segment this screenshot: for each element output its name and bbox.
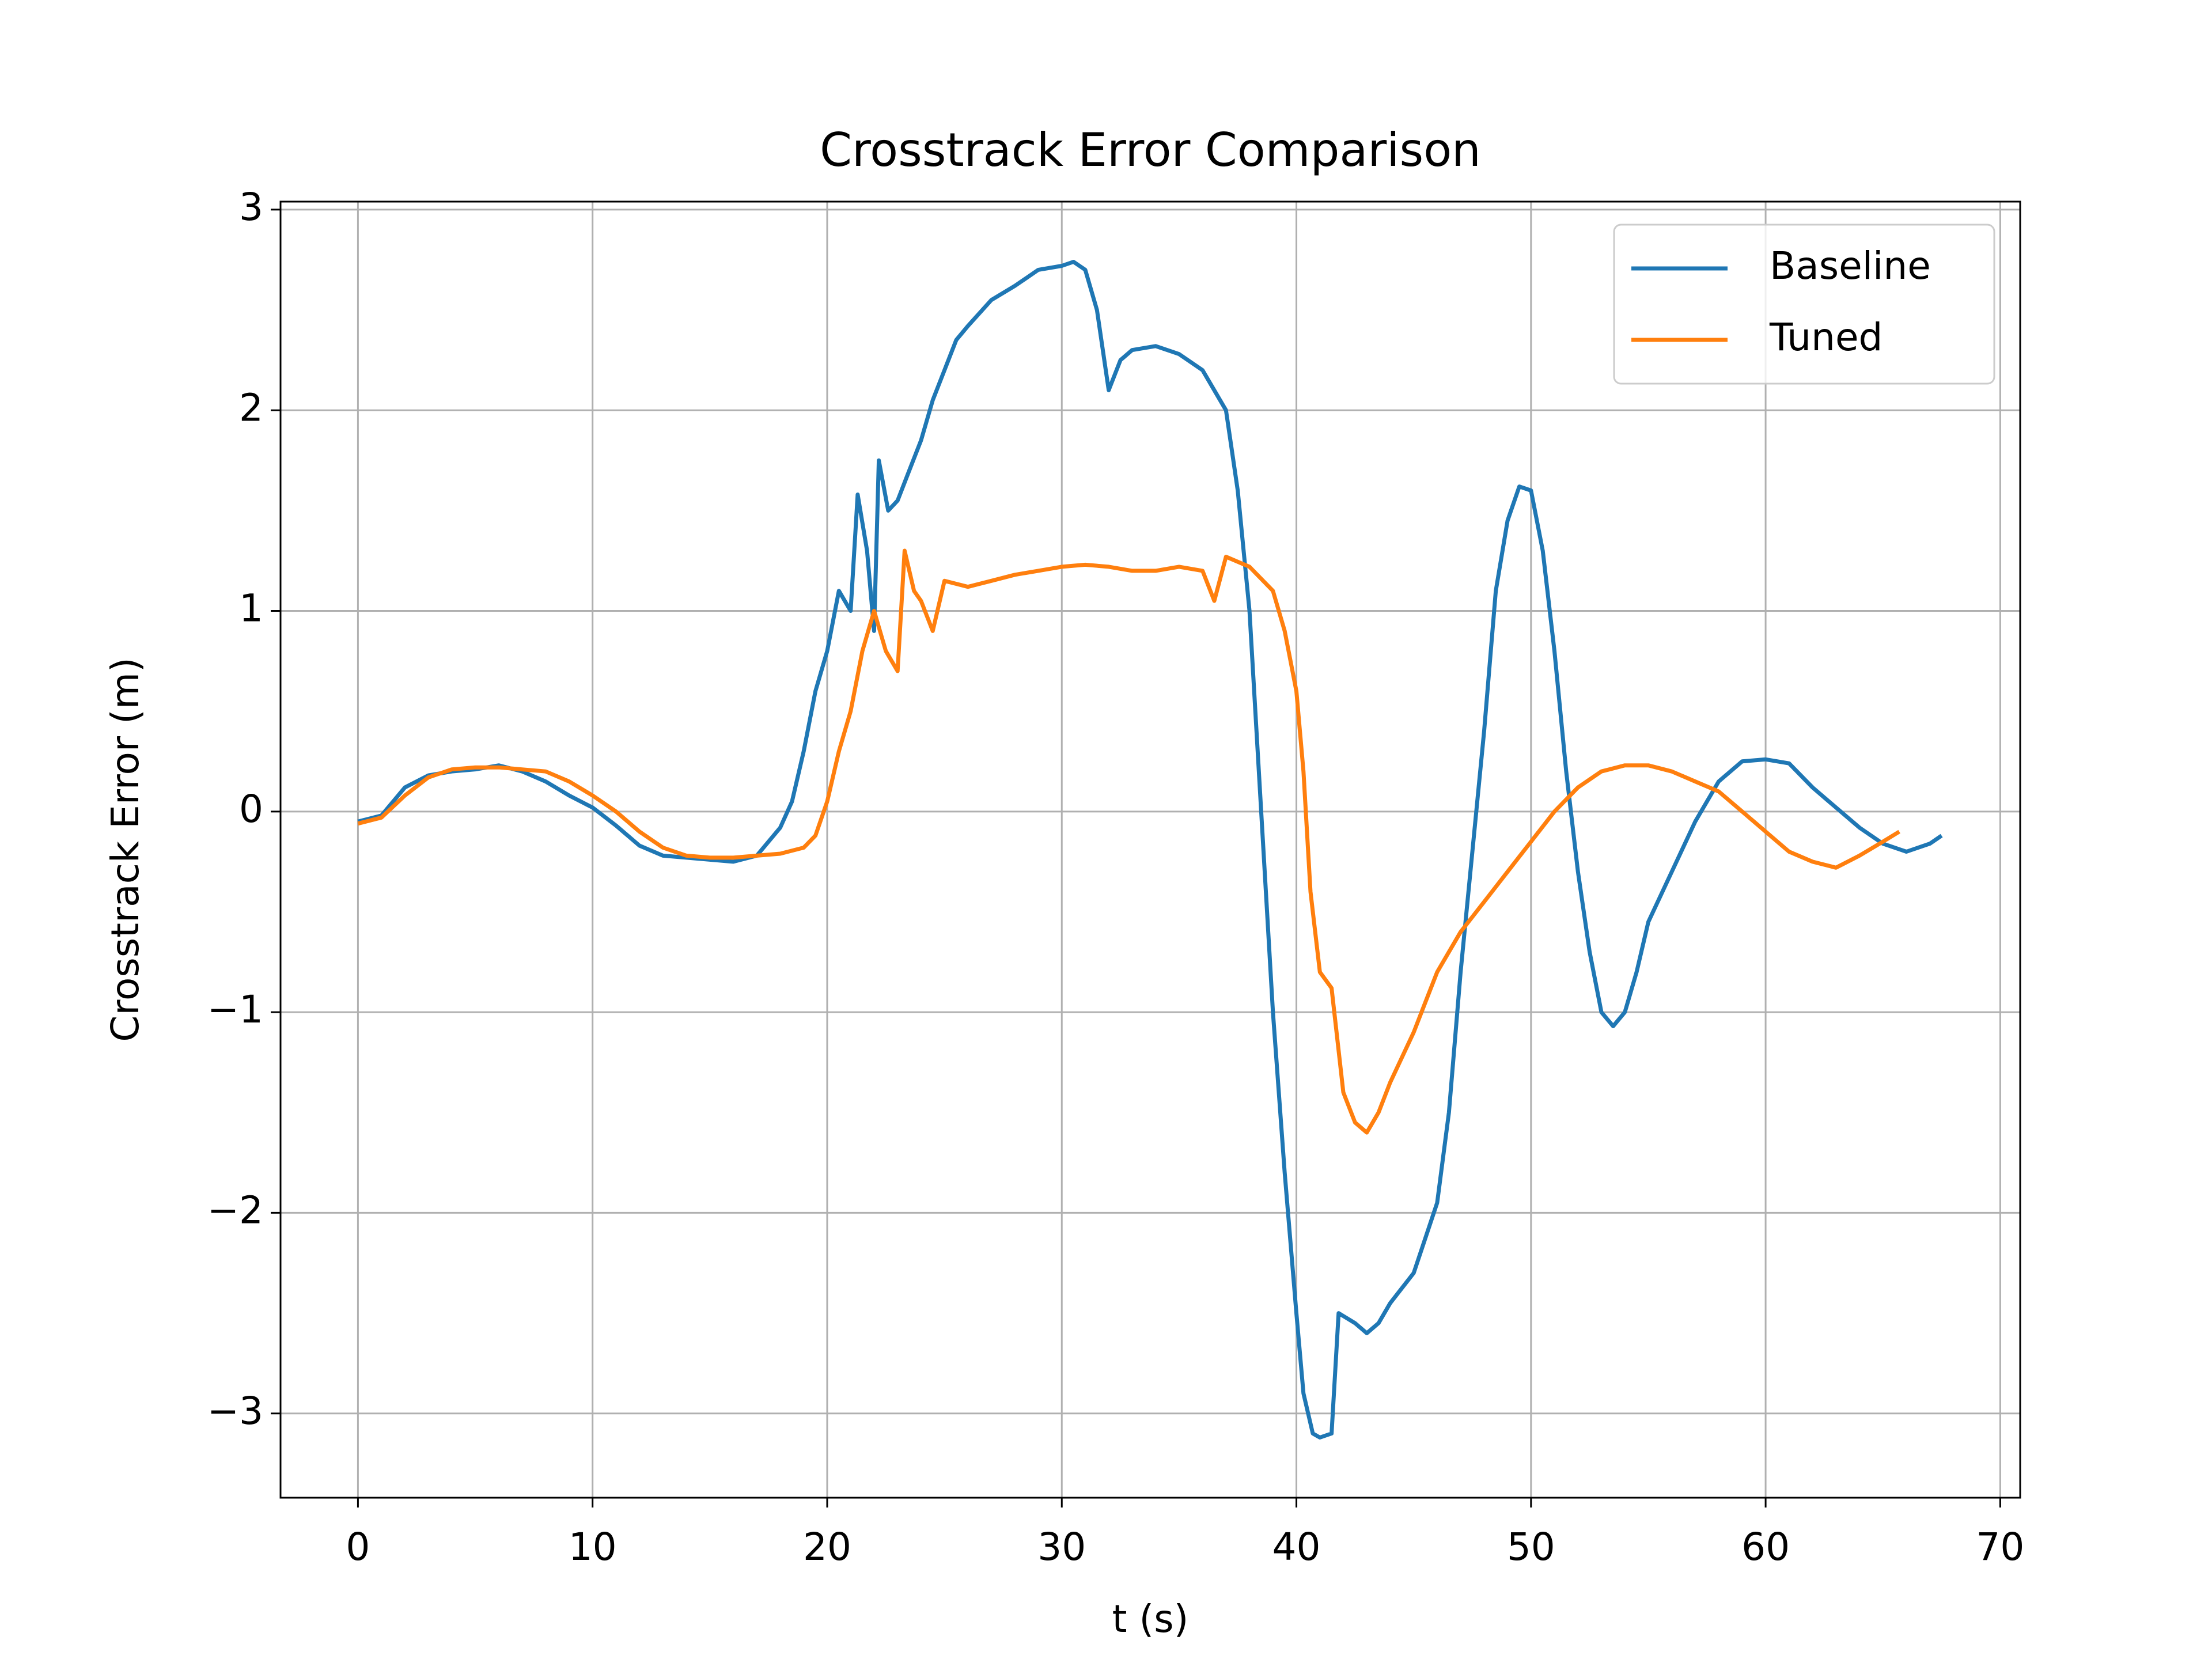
x-tick-label: 40: [1272, 1525, 1321, 1569]
y-tick-label: 3: [239, 185, 263, 229]
y-tick-label: 1: [239, 586, 263, 631]
y-tick-label: 0: [239, 787, 263, 831]
data-line: [357, 548, 1901, 1135]
legend: Baseline Tuned: [1613, 224, 1995, 385]
plot-frame: [279, 200, 2021, 1499]
x-tick-label: 10: [569, 1525, 617, 1569]
data-line: [357, 260, 1943, 1440]
x-tick-label: 20: [803, 1525, 851, 1569]
x-tick-label: 70: [1976, 1525, 2024, 1569]
legend-label: Tuned: [1769, 315, 1883, 359]
y-tick-label: −1: [207, 987, 263, 1032]
x-tick-label: 0: [346, 1525, 370, 1569]
x-axis-label: t (s): [1112, 1597, 1189, 1641]
x-tick-label: 30: [1037, 1525, 1086, 1569]
chart-title: Crosstrack Error Comparison: [820, 123, 1481, 177]
y-tick-label: 2: [239, 385, 263, 430]
y-axis-label: Crosstrack Error (m): [103, 657, 147, 1042]
x-tick-label: 50: [1507, 1525, 1555, 1569]
legend-box: [1613, 224, 1995, 385]
legend-label: Baseline: [1770, 244, 1931, 288]
y-tick-label: −3: [207, 1389, 263, 1433]
x-tick-label: 60: [1741, 1525, 1790, 1569]
y-tick-label: −2: [207, 1188, 263, 1232]
